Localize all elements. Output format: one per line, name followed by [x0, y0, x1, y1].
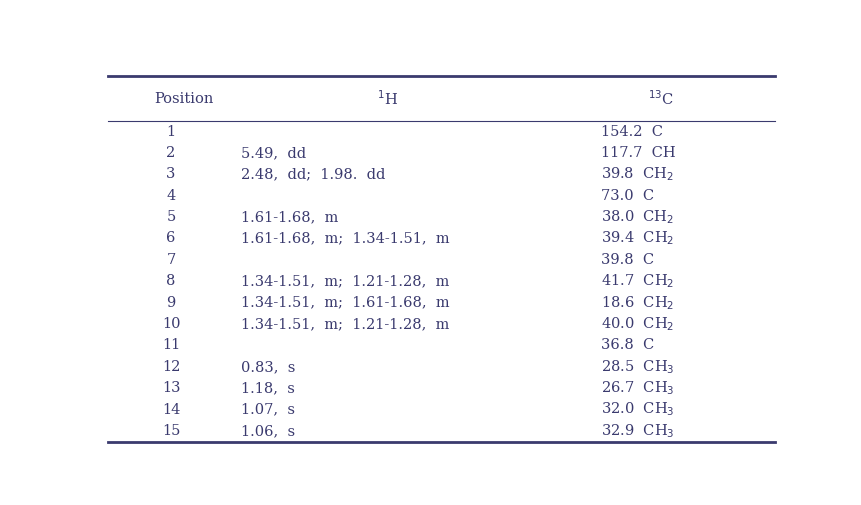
Text: 39.8  CH$_{2}$: 39.8 CH$_{2}$: [601, 166, 674, 183]
Text: 2: 2: [166, 146, 176, 160]
Text: 154.2  C: 154.2 C: [601, 125, 664, 138]
Text: 9: 9: [166, 295, 176, 310]
Text: 1.34-1.51,  m;  1.21-1.28,  m: 1.34-1.51, m; 1.21-1.28, m: [241, 274, 449, 288]
Text: 39.4  CH$_{2}$: 39.4 CH$_{2}$: [601, 230, 675, 247]
Text: $^{13}$C: $^{13}$C: [648, 89, 674, 108]
Text: 1.61-1.68,  m;  1.34-1.51,  m: 1.61-1.68, m; 1.34-1.51, m: [241, 231, 449, 245]
Text: 14: 14: [162, 402, 180, 417]
Text: 10: 10: [162, 317, 180, 331]
Text: 1.34-1.51,  m;  1.61-1.68,  m: 1.34-1.51, m; 1.61-1.68, m: [241, 295, 449, 310]
Text: 39.8  C: 39.8 C: [601, 253, 654, 267]
Text: 2.48,  dd;  1.98.  dd: 2.48, dd; 1.98. dd: [241, 167, 386, 181]
Text: $^{1}$H: $^{1}$H: [377, 89, 399, 108]
Text: 8: 8: [166, 274, 176, 288]
Text: 12: 12: [162, 360, 180, 374]
Text: 18.6  CH$_{2}$: 18.6 CH$_{2}$: [601, 294, 675, 312]
Text: 1.34-1.51,  m;  1.21-1.28,  m: 1.34-1.51, m; 1.21-1.28, m: [241, 317, 449, 331]
Text: 5: 5: [166, 210, 176, 224]
Text: 1.61-1.68,  m: 1.61-1.68, m: [241, 210, 338, 224]
Text: 13: 13: [162, 381, 180, 395]
Text: 1: 1: [166, 125, 176, 138]
Text: 15: 15: [162, 424, 180, 438]
Text: 0.83,  s: 0.83, s: [241, 360, 295, 374]
Text: 32.0  CH$_{3}$: 32.0 CH$_{3}$: [601, 401, 675, 419]
Text: 5.49,  dd: 5.49, dd: [241, 146, 307, 160]
Text: 1.18,  s: 1.18, s: [241, 381, 295, 395]
Text: 32.9  CH$_{3}$: 32.9 CH$_{3}$: [601, 422, 675, 440]
Text: 73.0  C: 73.0 C: [601, 189, 654, 203]
Text: 28.5  CH$_{3}$: 28.5 CH$_{3}$: [601, 358, 675, 376]
Text: 26.7  CH$_{3}$: 26.7 CH$_{3}$: [601, 379, 675, 397]
Text: 11: 11: [162, 338, 180, 352]
Text: Position: Position: [154, 91, 214, 106]
Text: 1.06,  s: 1.06, s: [241, 424, 295, 438]
Text: 3: 3: [166, 167, 176, 181]
Text: 36.8  C: 36.8 C: [601, 338, 654, 352]
Text: 41.7  CH$_{2}$: 41.7 CH$_{2}$: [601, 272, 675, 290]
Text: 7: 7: [166, 253, 176, 267]
Text: 117.7  CH: 117.7 CH: [601, 146, 676, 160]
Text: 6: 6: [166, 231, 176, 245]
Text: 4: 4: [166, 189, 176, 203]
Text: 38.0  CH$_{2}$: 38.0 CH$_{2}$: [601, 208, 674, 226]
Text: 40.0  CH$_{2}$: 40.0 CH$_{2}$: [601, 315, 675, 333]
Text: 1.07,  s: 1.07, s: [241, 402, 295, 417]
